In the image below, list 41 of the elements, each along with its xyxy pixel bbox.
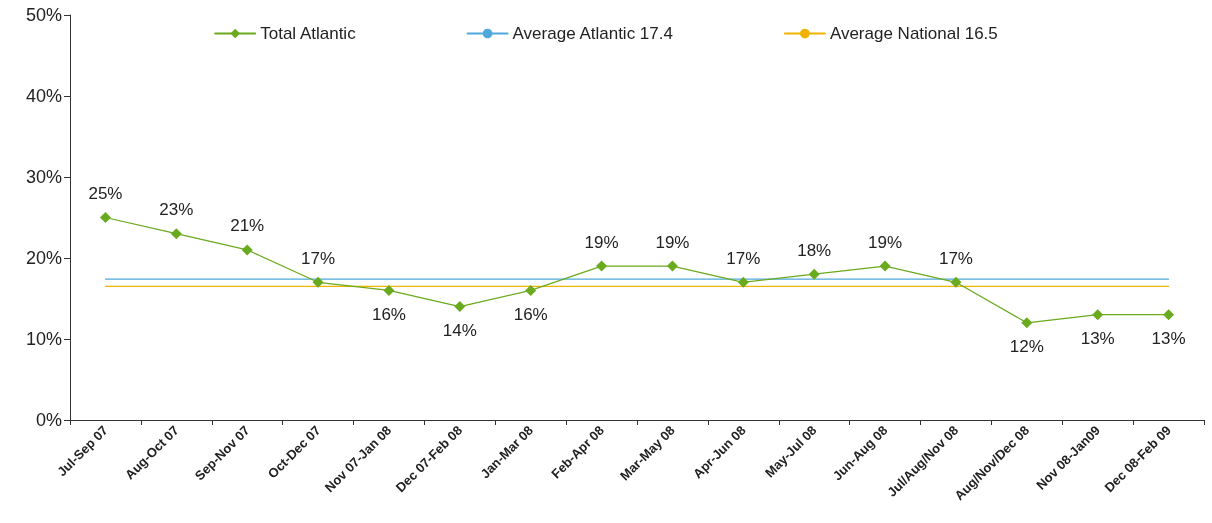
data-label: 14% (442, 321, 477, 341)
point (454, 301, 466, 313)
point (383, 284, 395, 296)
point (950, 276, 962, 288)
y-tick-label: 0% (35, 410, 62, 430)
point (312, 276, 324, 288)
data-label: 12% (1009, 337, 1044, 357)
data-label: 19% (655, 232, 690, 252)
point (99, 212, 111, 223)
y-tick-label: 30% (25, 167, 62, 187)
point (1092, 309, 1104, 321)
y-tick-label: 20% (25, 248, 62, 268)
y-tick-label: 40% (25, 86, 62, 106)
data-label: 18% (797, 240, 832, 260)
data-label: 19% (584, 232, 619, 252)
point (879, 260, 891, 272)
data-label: 13% (1080, 329, 1115, 349)
point (1163, 309, 1175, 321)
point (525, 284, 537, 296)
data-label: 16% (513, 304, 548, 324)
point (241, 244, 253, 256)
point (808, 268, 820, 280)
legend-label: Average National 16.5 (829, 24, 998, 43)
data-label: 17% (301, 248, 336, 268)
data-label: 25% (88, 184, 123, 203)
point (1021, 317, 1033, 329)
data-label: 23% (159, 200, 194, 220)
data-label: 21% (230, 216, 265, 236)
legend-label: Average Atlantic 17.4 (512, 24, 673, 43)
data-label: 19% (868, 232, 903, 252)
legend-label: Total Atlantic (260, 24, 357, 43)
point (596, 260, 608, 272)
data-label: 16% (371, 304, 406, 324)
data-label: 13% (1151, 329, 1186, 349)
point (170, 228, 182, 240)
point (666, 260, 678, 272)
y-tick-label: 50% (25, 5, 62, 25)
y-tick-label: 10% (25, 329, 62, 349)
point (737, 276, 749, 288)
data-label: 17% (726, 248, 761, 268)
data-label: 17% (938, 248, 973, 268)
